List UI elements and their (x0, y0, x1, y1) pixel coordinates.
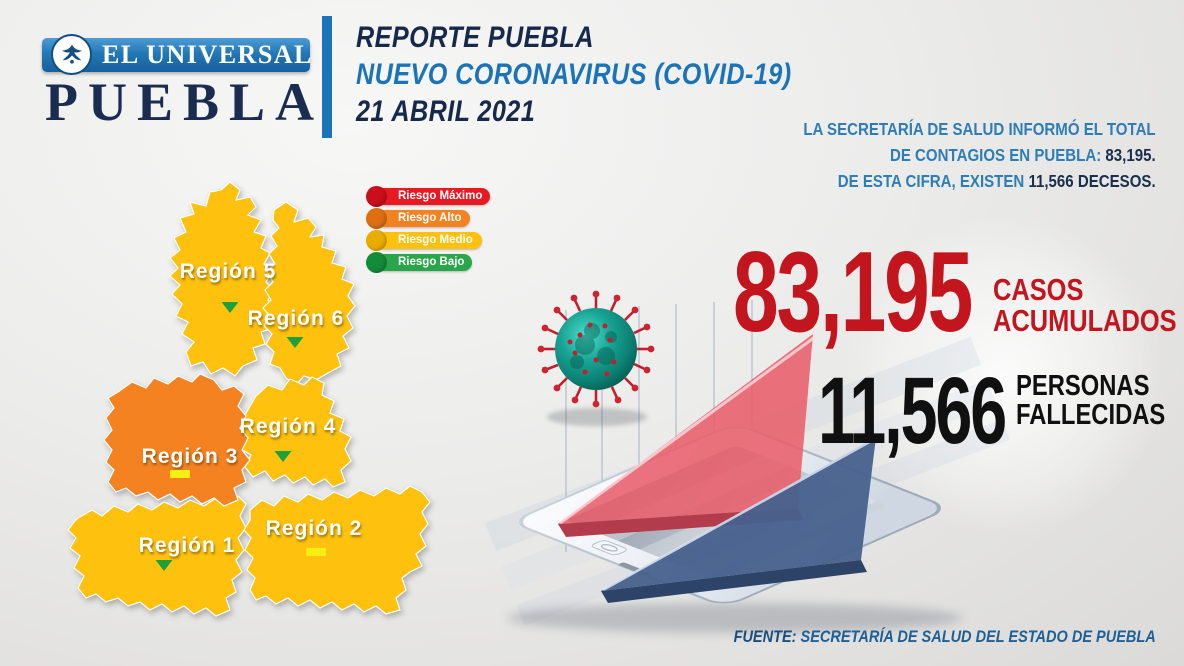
tablet-power-button (590, 540, 629, 556)
masthead: EL UNIVERSAL PUEBLA (42, 34, 325, 132)
cases-label-line-1: CASOS (993, 272, 1084, 307)
map-region-5 (169, 181, 277, 377)
source-text: SECRETARÍA DE SALUD DEL ESTADO DE PUEBLA (796, 628, 1156, 646)
deaths-label: PERSONAS FALLECIDAS (1016, 372, 1165, 430)
summary-line-2: DE CONTAGIOS EN PUEBLA: 83,195. (804, 142, 1156, 168)
summary-line-1: LA SECRETARÍA DE SALUD INFORMÓ EL TOTAL (803, 119, 1156, 139)
summary-line-3-text: DE ESTA CIFRA, EXISTEN (838, 171, 1029, 191)
deaths-label-line-2: FALLECIDAS (1016, 399, 1166, 431)
map-label-region-5: Región 5 (180, 260, 277, 283)
risk-dot-maximo-icon (366, 186, 387, 207)
map-region-1 (67, 495, 247, 617)
puebla-regions-map: Región 5 Región 6 Región 4 Región 3 Regi… (67, 181, 431, 617)
cases-count: 83,195 (733, 229, 973, 356)
eagle-icon (51, 34, 92, 75)
virus-icon (537, 290, 655, 408)
map-label-region-2: Región 2 (266, 517, 363, 540)
virus-shadow (547, 408, 647, 426)
header-lines: REPORTE PUEBLA NUEVO CORONAVIRUS (COVID-… (356, 16, 875, 138)
risk-dot-bajo-icon (366, 252, 387, 273)
report-subtitle: NUEVO CORONAVIRUS (COVID-19) (356, 58, 792, 91)
masthead-title: EL UNIVERSAL (102, 40, 313, 69)
deaths-label-line-1: PERSONAS (1016, 370, 1150, 402)
masthead-region: PUEBLA (45, 72, 325, 132)
summary-line-3: DE ESTA CIFRA, EXISTEN 11,566 DECESOS. (804, 168, 1156, 194)
trend-down-icon-region-4 (274, 451, 292, 462)
legend-label: Riesgo Alto (376, 210, 470, 227)
tablet-shadow (507, 603, 963, 633)
map-label-region-1: Región 1 (139, 534, 236, 557)
report-title: REPORTE PUEBLA (356, 21, 594, 54)
deaths-count: 11,566 (818, 358, 1007, 464)
map-region-2 (243, 485, 431, 615)
summary-line-2-text: DE CONTAGIOS EN PUEBLA: (890, 145, 1106, 165)
source-attribution: FUENTE: SECRETARÍA DE SALUD DEL ESTADO D… (734, 628, 1156, 647)
legend-label: Riesgo Máximo (376, 188, 490, 205)
map-region-3 (103, 373, 251, 507)
legend-label: Riesgo Medio (376, 232, 482, 249)
summary-cases-value: 83,195. (1105, 145, 1156, 165)
trend-down-icon-region-6 (286, 337, 304, 348)
report-date: 21 ABRIL 2021 (356, 95, 536, 128)
legend-label: Riesgo Bajo (376, 254, 472, 271)
summary-deaths-value: 11,566 DECESOS. (1028, 171, 1156, 191)
summary-text: LA SECRETARÍA DE SALUD INFORMÓ EL TOTAL … (804, 116, 1156, 194)
map-region-4 (236, 376, 352, 488)
trend-down-icon-region-5 (221, 302, 239, 313)
deaths-wedge (601, 437, 876, 603)
source-prefix: FUENTE: (733, 628, 797, 646)
report-header: REPORTE PUEBLA NUEVO CORONAVIRUS (COVID-… (322, 16, 875, 138)
cases-label: CASOS ACUMULADOS (993, 274, 1177, 336)
map-label-region-4: Región 4 (240, 415, 337, 438)
risk-dot-medio-icon (366, 230, 387, 251)
background-glow (845, 215, 1165, 535)
cases-label-line-2: ACUMULADOS (993, 303, 1177, 338)
map-region-6 (262, 201, 356, 386)
risk-dot-alto-icon (366, 208, 387, 229)
virus-body (555, 308, 637, 390)
map-label-region-6: Región 6 (248, 307, 345, 330)
trend-stable-icon-region-2 (306, 548, 326, 556)
trend-down-icon-region-1 (155, 560, 173, 571)
header-accent-bar (322, 16, 332, 138)
map-label-region-3: Región 3 (142, 445, 239, 468)
masthead-banner: EL UNIVERSAL (42, 34, 313, 75)
virus-spike-tips (537, 290, 655, 408)
trend-stable-icon-region-3 (170, 470, 190, 478)
virus-dots (567, 322, 617, 377)
